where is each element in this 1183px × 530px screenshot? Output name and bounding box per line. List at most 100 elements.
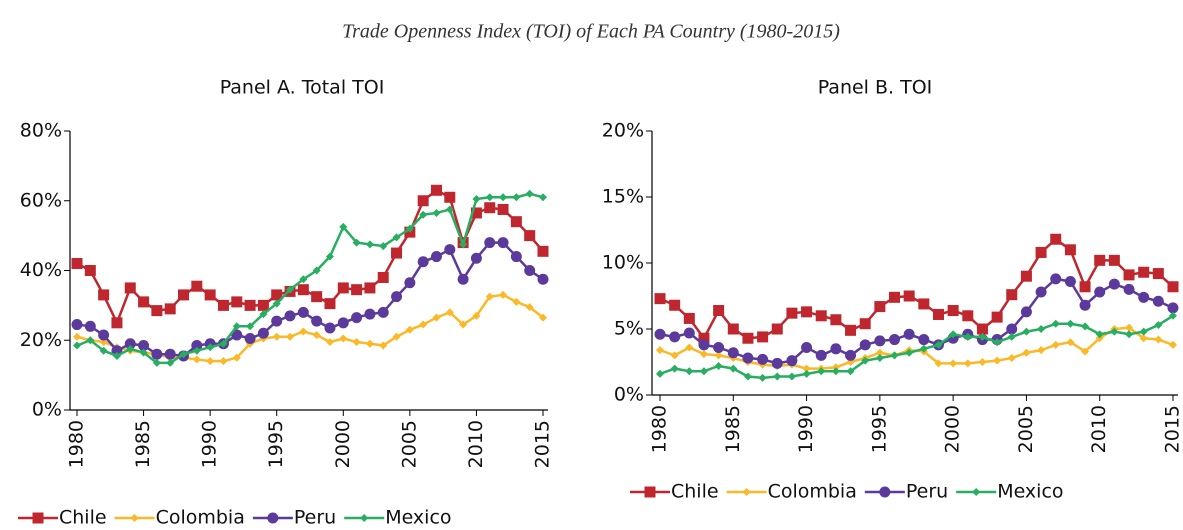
data-point [444,191,456,203]
data-point [351,284,363,296]
data-point [1020,270,1032,282]
data-point [654,328,666,340]
data-point [861,356,870,365]
data-point [890,351,899,360]
data-point [889,334,901,346]
data-point [1108,278,1120,290]
legend-label: Mexico [997,481,1063,503]
data-point [126,344,135,353]
data-point [1108,254,1120,266]
data-point [773,372,782,381]
data-point [698,339,710,351]
data-point [830,343,842,355]
data-point [656,369,664,378]
data-point [244,333,256,345]
data-point [432,208,441,217]
data-point [903,290,915,302]
data-point [1035,286,1047,298]
data-point [111,317,123,329]
data-point [231,329,243,341]
data-point [537,245,549,257]
legend-label: Mexico [385,507,451,529]
data-point [947,305,959,317]
data-point [98,329,110,341]
data-point [698,332,710,344]
data-point [219,357,228,366]
data-point [459,240,468,249]
data-point [457,273,469,285]
data-point [138,339,150,351]
data-point [286,285,295,294]
x-tick-label: 2015 [532,420,554,468]
data-point [757,331,769,343]
data-point [499,193,508,202]
data-point [934,359,943,368]
data-point [1125,330,1134,339]
data-point [993,356,1002,365]
x-tick-label: 1985 [722,405,744,453]
data-point [949,330,958,339]
legend-label: Peru [906,481,948,503]
data-point [1007,332,1016,341]
data-point [1154,321,1163,330]
legend-marker [32,512,44,524]
data-point [1154,335,1163,344]
data-point [976,323,988,335]
data-point [1006,289,1018,301]
legend-marker [742,488,751,496]
data-point [830,314,842,326]
data-point [151,305,163,317]
data-point [512,193,521,202]
data-point [459,320,468,329]
data-point [539,193,547,202]
data-point [325,252,334,261]
data-point [1050,273,1062,285]
data-point [485,292,494,301]
data-point [727,347,739,359]
legend-marker [130,514,139,522]
data-point [993,338,1002,347]
data-point [392,233,401,242]
legend-marker [972,488,981,496]
y-tick-label: 20% [602,120,644,142]
y-tick-label: 5% [614,318,644,340]
legend-marker [879,486,891,498]
data-point [272,299,281,308]
y-tick-label: 80% [20,120,62,142]
data-point [206,343,215,352]
y-tick-label: 20% [20,329,62,351]
x-tick-label: 1980 [649,405,671,453]
data-point [391,247,403,259]
data-point [525,303,534,312]
data-point [352,337,361,346]
data-point [1123,283,1135,295]
data-point [192,346,201,355]
legend-label: Chile [59,507,107,529]
data-point [845,324,857,336]
data-point [1081,347,1090,356]
data-point [1138,266,1150,278]
y-tick-label: 15% [602,186,644,208]
data-point [1007,354,1016,363]
data-point [1139,327,1148,336]
data-point [379,341,388,350]
data-point [713,305,725,317]
data-point [470,207,482,219]
data-point [802,369,811,378]
data-point [391,291,403,303]
data-point [164,303,176,315]
data-point [1037,346,1046,355]
data-point [191,280,203,292]
data-point [311,315,323,327]
data-point [699,350,708,359]
data-point [815,310,827,322]
data-point [1022,348,1031,357]
data-point [1037,325,1046,333]
data-point [73,332,81,341]
data-point [1006,323,1018,335]
y-tick-label: 40% [20,259,62,281]
data-point [1066,319,1075,328]
data-point [787,372,796,381]
data-point [405,325,414,334]
data-point [99,346,108,355]
